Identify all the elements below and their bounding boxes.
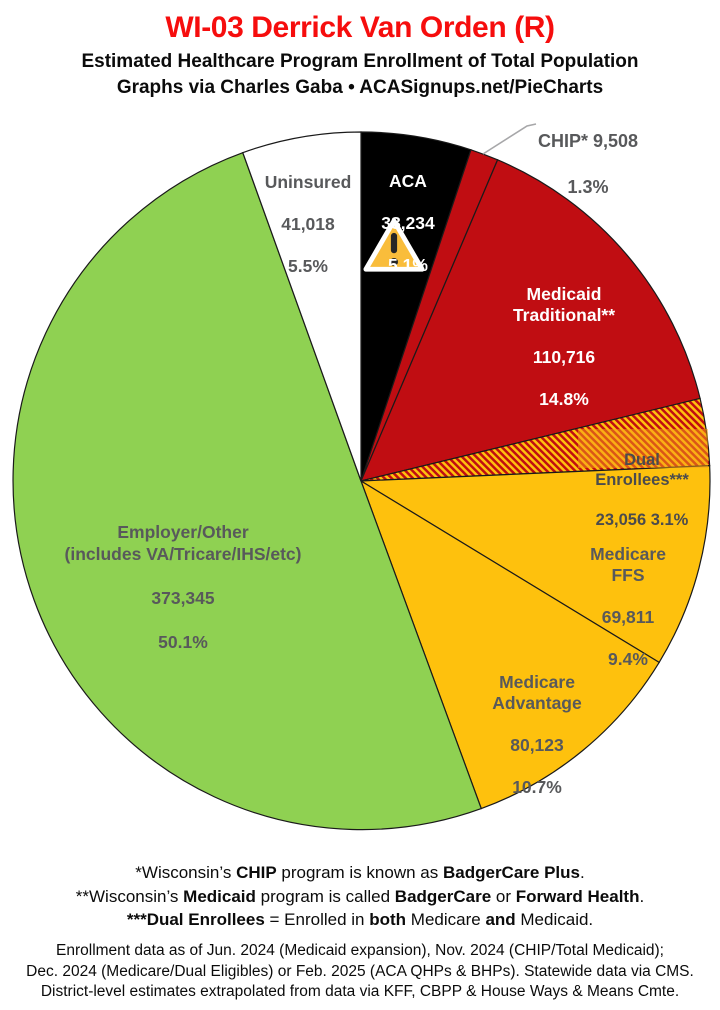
credit-line: Graphs via Charles Gaba • ACASignups.net…	[116, 77, 604, 98]
pie-slice-employer-other	[12, 151, 483, 831]
source-note: Enrollment data as of Jun. 2024 (Medicai…	[0, 941, 720, 1003]
slice-label-medicare-advantage: Medicare Advantage 80,123 10.7%	[492, 651, 581, 819]
slice-pct: 1.3%	[567, 177, 609, 197]
slice-pct: 14.8%	[539, 389, 589, 409]
source-line: Enrollment data as of Jun. 2024 (Medicai…	[56, 942, 664, 959]
slice-label-chip: CHIP* 9,508 1.3%	[538, 107, 638, 222]
slice-pct: 50.1%	[158, 632, 208, 652]
slice-label-aca: ACA 38,234 5.1%	[381, 150, 435, 297]
slice-name: CHIP* 9,508	[537, 131, 639, 151]
slice-label-uninsured: Uninsured 41,018 5.5%	[265, 151, 352, 298]
slice-name: Medicaid Traditional**	[512, 284, 616, 325]
slice-label-medicaid-traditional: Medicaid Traditional** 110,716 14.8%	[513, 263, 615, 431]
slice-name: Medicare FFS	[590, 544, 666, 585]
dual-enrollees-highlight	[578, 429, 708, 468]
slice-name: Uninsured	[264, 172, 352, 192]
slice-label-dual-enrollees: Dual Enrollees*** 23,056 3.1%	[595, 430, 689, 550]
warning-icon	[363, 218, 425, 272]
footnote-chip: *Wisconsin’s CHIP program is known as Ba…	[135, 863, 585, 882]
source-line: District-level estimates extrapolated fr…	[40, 983, 680, 1000]
slice-name: Dual Enrollees***	[595, 451, 689, 489]
slice-value: 69,811	[601, 607, 655, 627]
slice-value: 41,018	[281, 214, 335, 234]
pie-slice-medicaid-traditional	[359, 159, 701, 482]
pie-slice-uninsured	[242, 131, 362, 482]
pie-slice-medicare-ffs	[359, 465, 711, 664]
slice-name: Medicare Advantage	[492, 672, 582, 713]
pie-slice-medicare-advantage	[359, 479, 660, 810]
source-line: Dec. 2024 (Medicare/Dual Eligibles) or F…	[26, 962, 694, 980]
slice-name: Employer/Other (includes VA/Tricare/IHS/…	[64, 522, 302, 564]
footnotes: *Wisconsin’s CHIP program is known as Ba…	[0, 861, 720, 932]
slice-label-medicare-ffs: Medicare FFS 69,811 9.4%	[582, 523, 674, 691]
slice-pct: 9.4%	[608, 649, 648, 669]
slice-value: 38,234	[381, 213, 435, 233]
slice-name: ACA	[389, 171, 427, 191]
slice-value: 110,716	[532, 347, 596, 367]
slice-label-employer-other: Employer/Other (includes VA/Tricare/IHS/…	[65, 499, 302, 675]
chip-leader-line	[482, 123, 537, 155]
slice-pct: 5.1%	[388, 255, 428, 275]
footnote-dual: ***Dual Enrollees = Enrolled in both Med…	[126, 910, 594, 929]
slice-pct: 10.7%	[512, 777, 562, 797]
slice-value: 373,345	[151, 588, 215, 608]
chart-subtitle: Estimated Healthcare Program Enrollment …	[81, 51, 639, 72]
slice-value: 23,056 3.1%	[595, 511, 689, 529]
page-title: WI-03 Derrick Van Orden (R)	[165, 11, 555, 44]
slice-value: 80,123	[510, 735, 564, 755]
slice-pct: 5.5%	[288, 256, 328, 276]
footnote-medicaid: **Wisconsin’s Medicaid program is called…	[75, 886, 645, 906]
